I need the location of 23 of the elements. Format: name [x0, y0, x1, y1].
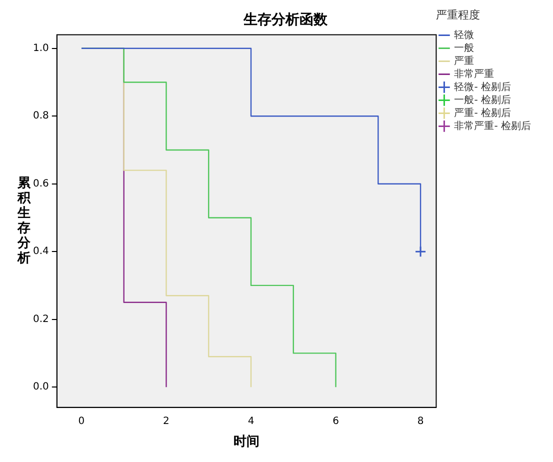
legend-label: 非常严重 [454, 68, 494, 80]
x-tick-label: 0 [78, 416, 85, 427]
x-tick-label: 4 [248, 416, 254, 427]
legend-label: 严重 [454, 54, 474, 67]
legend-label: 轻微- 检剔后 [454, 80, 512, 93]
y-tick-label: 0.0 [32, 382, 49, 393]
y-tick-label: 0.4 [32, 246, 49, 258]
legend-title: 严重程度 [436, 8, 480, 22]
chart-title: 生存分析函数 [242, 12, 328, 28]
y-axis-title: 累积生存分析 [16, 176, 32, 266]
legend-label: 一般 [454, 42, 474, 54]
legend-label: 轻微 [454, 28, 474, 41]
y-tick-label: 1.0 [32, 42, 49, 54]
x-tick-label: 6 [332, 416, 339, 427]
legend-label: 非常严重- 检剔后 [454, 120, 532, 132]
legend-label: 严重- 检剔后 [454, 106, 512, 119]
x-axis-title: 时间 [234, 434, 260, 450]
x-tick-label: 8 [417, 416, 424, 427]
y-tick-label: 0.6 [32, 178, 49, 190]
y-tick-label: 0.2 [32, 314, 49, 325]
x-tick-label: 2 [163, 416, 170, 427]
y-tick-label: 0.8 [32, 110, 49, 122]
legend-label: 一般- 检剔后 [454, 94, 512, 106]
